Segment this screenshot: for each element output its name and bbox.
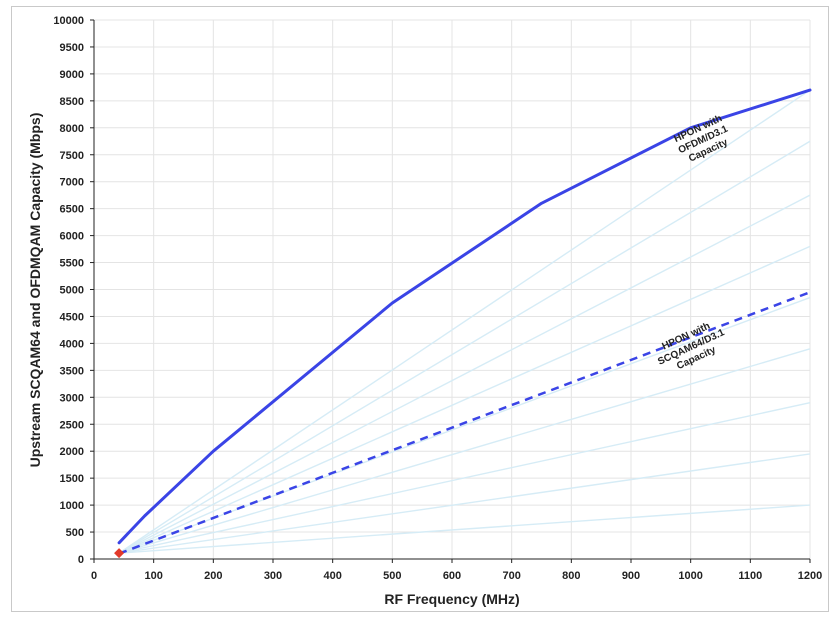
y-tick-label: 8500 bbox=[60, 96, 84, 108]
y-tick-label: 1000 bbox=[60, 500, 84, 512]
x-tick-label: 700 bbox=[502, 570, 520, 582]
reference-line bbox=[118, 402, 811, 554]
y-tick-label: 6500 bbox=[60, 204, 84, 216]
gridlines bbox=[93, 19, 811, 560]
y-tick-label: 6000 bbox=[60, 231, 84, 243]
y-tick-label: 500 bbox=[66, 527, 84, 539]
x-axis-title: RF Frequency (MHz) bbox=[384, 591, 519, 607]
y-tick-label: 0 bbox=[78, 554, 84, 566]
x-tick-label: 1000 bbox=[678, 570, 702, 582]
x-tick-label: 600 bbox=[443, 570, 461, 582]
y-tick-label: 5500 bbox=[60, 258, 84, 270]
y-tick-label: 2500 bbox=[60, 419, 84, 431]
y-tick-label: 7000 bbox=[60, 177, 84, 189]
reference-line bbox=[118, 89, 811, 554]
reference-line bbox=[118, 453, 811, 554]
x-tick-label: 1200 bbox=[798, 570, 822, 582]
y-axis-title: Upstream SCQAM64 and OFDMQAM Capacity (M… bbox=[27, 113, 43, 468]
series-line-solid bbox=[117, 88, 812, 545]
y-tick-label: 4500 bbox=[60, 311, 84, 323]
series-line-dashed bbox=[118, 291, 811, 555]
y-tick-label: 3500 bbox=[60, 365, 84, 377]
series-group bbox=[114, 88, 812, 559]
reference-line bbox=[118, 348, 811, 554]
reference-lines bbox=[118, 89, 811, 554]
y-tick-label: 5000 bbox=[60, 285, 84, 297]
tick-labels: 0500100015002000250030003500400045005000… bbox=[53, 15, 822, 582]
axes bbox=[90, 19, 811, 563]
reference-line bbox=[118, 296, 811, 554]
reference-line bbox=[119, 504, 811, 554]
y-tick-label: 10000 bbox=[53, 15, 84, 27]
reference-line bbox=[118, 245, 811, 554]
x-tick-label: 200 bbox=[204, 570, 222, 582]
x-tick-label: 0 bbox=[91, 570, 97, 582]
x-tick-label: 800 bbox=[562, 570, 580, 582]
x-tick-label: 300 bbox=[264, 570, 282, 582]
reference-line bbox=[118, 140, 811, 554]
x-tick-label: 400 bbox=[323, 570, 341, 582]
y-tick-label: 3000 bbox=[60, 392, 84, 404]
start-marker bbox=[114, 548, 125, 559]
y-tick-label: 4000 bbox=[60, 338, 84, 350]
y-tick-label: 7500 bbox=[60, 150, 84, 162]
y-tick-label: 9000 bbox=[60, 69, 84, 81]
y-tick-label: 8000 bbox=[60, 123, 84, 135]
x-tick-label: 100 bbox=[144, 570, 162, 582]
x-tick-label: 900 bbox=[622, 570, 640, 582]
x-tick-label: 1100 bbox=[738, 570, 762, 582]
y-tick-label: 2000 bbox=[60, 446, 84, 458]
reference-line bbox=[118, 194, 811, 554]
x-tick-label: 500 bbox=[383, 570, 401, 582]
y-tick-label: 1500 bbox=[60, 473, 84, 485]
y-tick-label: 9500 bbox=[60, 42, 84, 54]
